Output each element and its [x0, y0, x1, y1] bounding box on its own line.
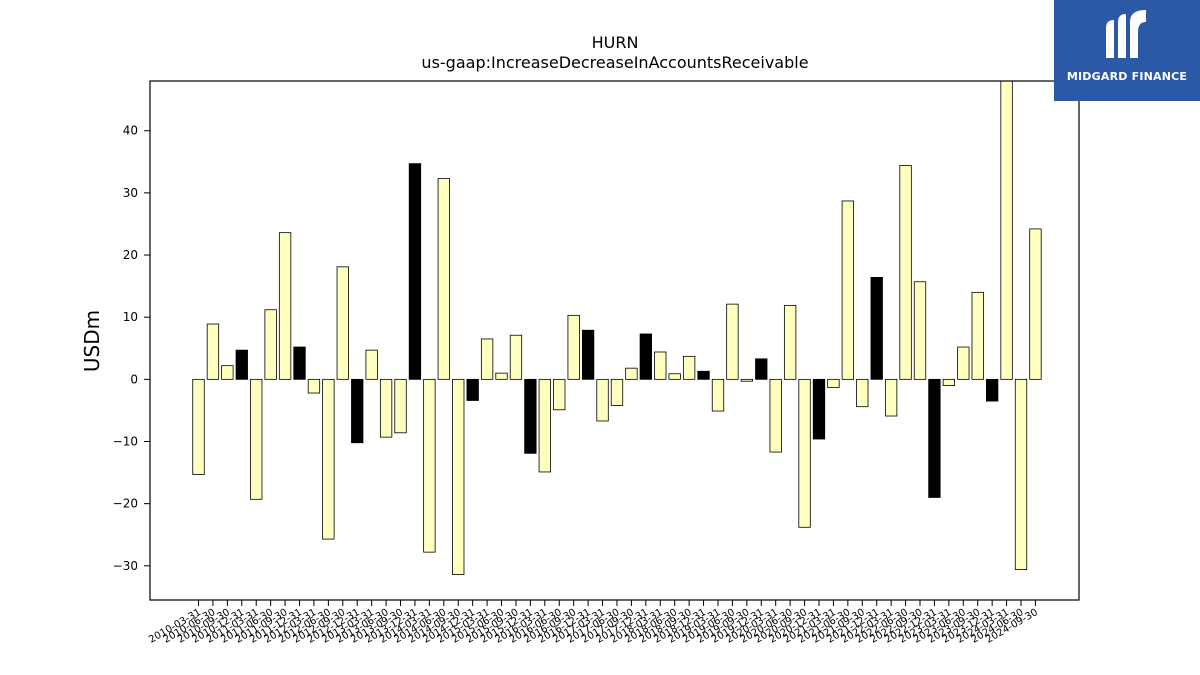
midgard-logo-icon — [1106, 10, 1146, 58]
bar-2018-09-30 — [682, 355, 696, 380]
y-tick-label: 40 — [123, 124, 138, 138]
bar-2012-06-30 — [322, 378, 335, 540]
bar-2020-06-30 — [783, 304, 797, 380]
bar-2012-09-30 — [336, 266, 349, 380]
bar-2014-09-30 — [452, 378, 465, 575]
bar-2013-12-31 — [408, 163, 422, 380]
bar-2023-12-31 — [986, 378, 999, 402]
bar-2011-03-31 — [250, 378, 263, 500]
bar-2010-06-30 — [206, 323, 220, 380]
bar-2010-12-31 — [235, 349, 248, 380]
bar-2015-03-31 — [480, 338, 494, 380]
brand-logo: MIDGARD FINANCE — [1054, 0, 1200, 101]
bar-2013-06-30 — [379, 378, 393, 438]
bar-2012-12-31 — [351, 378, 364, 444]
bar-2019-12-31 — [755, 358, 768, 380]
bar-2012-03-31 — [307, 378, 321, 394]
bar-2023-09-30 — [971, 291, 984, 380]
bar-2016-09-30 — [567, 314, 580, 380]
bar-2021-06-30 — [841, 200, 854, 380]
chart-title: HURN — [592, 33, 639, 52]
bar-2020-09-30 — [798, 378, 811, 528]
bar-2017-09-30 — [625, 367, 638, 380]
bar-2014-12-31 — [466, 378, 479, 401]
y-tick-label: −10 — [113, 435, 138, 449]
bar-2024-06-30 — [1014, 378, 1028, 570]
chart-subtitle: us-gaap:IncreaseDecreaseInAccountsReceiv… — [421, 53, 808, 72]
bar-2016-03-31 — [538, 378, 551, 473]
bar-2011-06-30 — [264, 309, 277, 380]
bar-2015-12-31 — [524, 378, 537, 454]
bar-2014-03-31 — [423, 378, 436, 553]
y-tick-label: 30 — [123, 186, 138, 200]
bar-2017-12-31 — [639, 333, 652, 380]
y-tick-label: 20 — [123, 248, 138, 262]
y-tick-label: 0 — [130, 372, 138, 386]
bar-2010-09-30 — [221, 365, 234, 380]
bar-2023-03-31 — [942, 378, 956, 386]
bar-2022-06-30 — [899, 165, 912, 380]
bar-2019-06-30 — [726, 303, 739, 380]
bar-2024-03-31 — [1000, 80, 1013, 380]
bar-2018-06-30 — [668, 373, 681, 380]
bar-2022-12-31 — [928, 378, 941, 498]
bar-2015-06-30 — [495, 372, 508, 380]
y-axis-label: USDm — [80, 310, 104, 372]
bar-2020-12-31 — [812, 378, 826, 440]
bar-2022-09-30 — [913, 281, 927, 380]
logo-text: MIDGARD FINANCE — [1066, 70, 1188, 83]
bar-2011-09-30 — [278, 232, 292, 380]
bar-2021-12-31 — [870, 277, 883, 380]
bar-2014-06-30 — [437, 178, 450, 380]
bar-2020-03-31 — [769, 378, 782, 453]
y-tick-label: −30 — [113, 559, 138, 573]
bar-2015-09-30 — [509, 334, 523, 380]
bar-2021-09-30 — [856, 378, 869, 408]
y-tick-label: −20 — [113, 497, 138, 511]
bar-2010-03-31 — [192, 378, 205, 475]
bar-2013-09-30 — [394, 378, 407, 434]
bar-2024-09-30 — [1029, 228, 1042, 380]
bar-2023-06-30 — [957, 346, 970, 380]
plot-frame — [149, 80, 1080, 601]
bar-2011-12-31 — [293, 346, 306, 380]
bar-2019-09-30 — [740, 378, 753, 382]
bar-2022-03-31 — [884, 378, 898, 417]
bar-2018-12-31 — [697, 370, 710, 380]
bar-2017-06-30 — [610, 378, 624, 406]
bar-2013-03-31 — [365, 349, 378, 380]
bar-2016-12-31 — [581, 329, 595, 380]
bar-2017-03-31 — [596, 378, 609, 422]
y-tick-label: 10 — [123, 310, 138, 324]
bar-2021-03-31 — [827, 378, 840, 388]
bar-2018-03-31 — [654, 351, 667, 380]
bar-2016-06-30 — [553, 378, 566, 411]
bar-2019-03-31 — [711, 378, 725, 412]
